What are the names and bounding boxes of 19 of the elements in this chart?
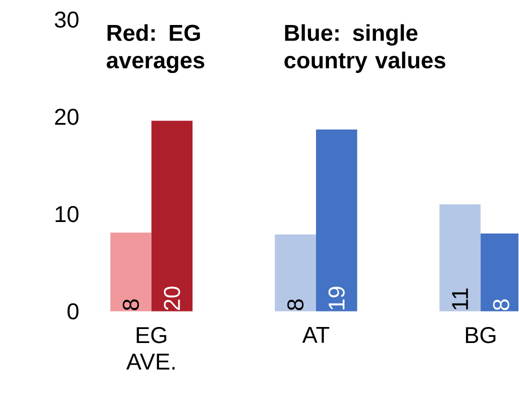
data-label: 8	[493, 299, 510, 310]
y-tick-label: 30	[54, 11, 78, 28]
bar	[316, 129, 358, 312]
x-tick-label: EG AVE.	[126, 326, 175, 370]
data-label: 8	[122, 299, 139, 310]
bar	[151, 120, 193, 312]
annotation: Red: EG averages	[106, 24, 204, 73]
data-label: 19	[328, 286, 345, 310]
bar	[274, 234, 316, 312]
y-tick-label: 0	[68, 302, 78, 320]
annotation: Blue: single country values	[284, 24, 446, 73]
y-tick-label: 10	[56, 206, 78, 222]
data-label: 8	[287, 299, 304, 310]
data-label: 11	[452, 288, 468, 310]
y-tick-label: 20	[55, 108, 78, 125]
bar	[110, 232, 152, 312]
data-label: 20	[164, 286, 180, 310]
x-tick-label: BG	[466, 326, 496, 344]
x-tick-label: AT	[302, 326, 330, 343]
